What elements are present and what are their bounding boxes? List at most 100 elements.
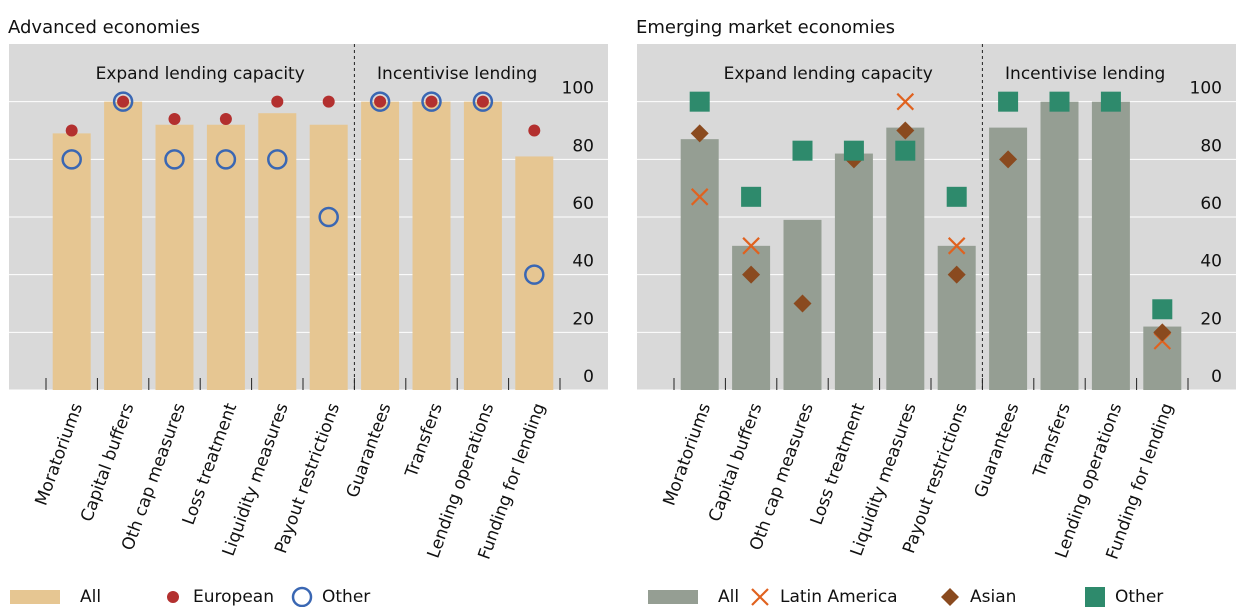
point	[947, 265, 966, 284]
point	[690, 188, 709, 206]
legend-label: All	[718, 587, 739, 607]
legend-label: All	[80, 587, 101, 607]
bar	[258, 113, 297, 390]
legend-label: European	[193, 587, 274, 607]
legend-label: Other	[322, 587, 370, 607]
point	[895, 140, 916, 161]
x-tick-label: Moratoriums	[32, 400, 88, 508]
legend-label: Latin America	[780, 587, 898, 607]
x-tick-label: Moratoriums	[660, 400, 716, 508]
point	[689, 91, 710, 112]
legend-label: Other	[1115, 587, 1163, 607]
point	[843, 140, 864, 161]
bar	[206, 124, 245, 390]
y-tick-label: 80	[572, 136, 594, 156]
y-tick-label: 40	[1200, 252, 1222, 272]
y-tick-label: 80	[1200, 136, 1222, 156]
point	[1100, 91, 1121, 112]
point	[374, 95, 387, 108]
bar	[412, 101, 451, 391]
point	[318, 206, 339, 228]
section-label: Incentivise lending	[377, 64, 537, 84]
point	[267, 149, 288, 170]
legend-swatch	[941, 588, 959, 606]
bar	[463, 101, 502, 391]
point	[896, 121, 915, 140]
point	[164, 149, 185, 170]
y-tick-label: 60	[1200, 194, 1222, 214]
bar	[1040, 101, 1079, 391]
bar	[989, 127, 1028, 390]
bar	[1091, 101, 1130, 391]
point	[65, 124, 78, 137]
point	[425, 95, 438, 108]
bar	[515, 156, 554, 390]
point	[946, 186, 967, 207]
x-tick-label: Capital buffers	[77, 400, 138, 524]
point	[369, 91, 391, 112]
point	[896, 92, 915, 111]
y-tick-label: 20	[572, 309, 594, 329]
x-tick-label: Transfers	[401, 400, 447, 480]
point	[61, 149, 82, 170]
x-tick-label: Loss treatment	[807, 400, 870, 527]
point	[999, 150, 1018, 169]
point	[1049, 91, 1070, 112]
point	[742, 237, 760, 255]
legend-swatch	[167, 591, 179, 603]
legend-swatch	[648, 590, 698, 604]
y-tick-label: 0	[1211, 367, 1222, 387]
y-tick-label: 20	[1200, 309, 1222, 329]
point	[947, 237, 966, 255]
legend-label: Asian	[970, 587, 1016, 607]
point	[472, 91, 494, 112]
point	[112, 91, 134, 112]
point	[524, 264, 545, 285]
point	[476, 95, 489, 108]
panel-title: Advanced economies	[8, 17, 200, 38]
bar	[52, 133, 91, 390]
y-tick-label: 100	[562, 79, 594, 99]
x-tick-label: Loss treatment	[179, 400, 242, 527]
legend-swatch	[751, 588, 769, 606]
point	[528, 124, 541, 137]
point	[1153, 323, 1172, 342]
x-tick-label: Guarantees	[343, 400, 396, 500]
bar	[104, 101, 143, 391]
legend-swatch	[1085, 587, 1105, 607]
point	[792, 140, 813, 161]
point	[219, 112, 232, 125]
point	[271, 95, 284, 108]
bar	[361, 101, 400, 391]
y-tick-label: 0	[583, 367, 594, 387]
x-tick-label: Capital buffers	[705, 400, 766, 524]
section-label: Incentivise lending	[1005, 64, 1165, 84]
y-tick-label: 40	[572, 252, 594, 272]
point	[322, 95, 335, 108]
point	[1152, 299, 1173, 320]
x-tick-label: Guarantees	[971, 400, 1024, 500]
point	[215, 149, 237, 170]
bar	[155, 124, 194, 390]
x-tick-label: Transfers	[1029, 400, 1075, 480]
section-label: Expand lending capacity	[96, 64, 305, 84]
panel-title: Emerging market economies	[636, 17, 895, 38]
point	[690, 124, 709, 143]
point	[793, 294, 812, 313]
bar	[680, 139, 719, 390]
point	[117, 95, 130, 108]
section-label: Expand lending capacity	[724, 64, 933, 84]
point	[742, 265, 761, 284]
legend-swatch	[10, 590, 60, 604]
point	[168, 112, 181, 125]
point	[741, 186, 762, 207]
bar	[886, 127, 925, 390]
point	[421, 91, 442, 112]
bar	[309, 124, 348, 390]
point	[998, 91, 1019, 112]
bar	[834, 153, 873, 390]
y-tick-label: 100	[1190, 79, 1222, 99]
legend-swatch	[291, 586, 313, 608]
y-tick-label: 60	[572, 194, 594, 214]
